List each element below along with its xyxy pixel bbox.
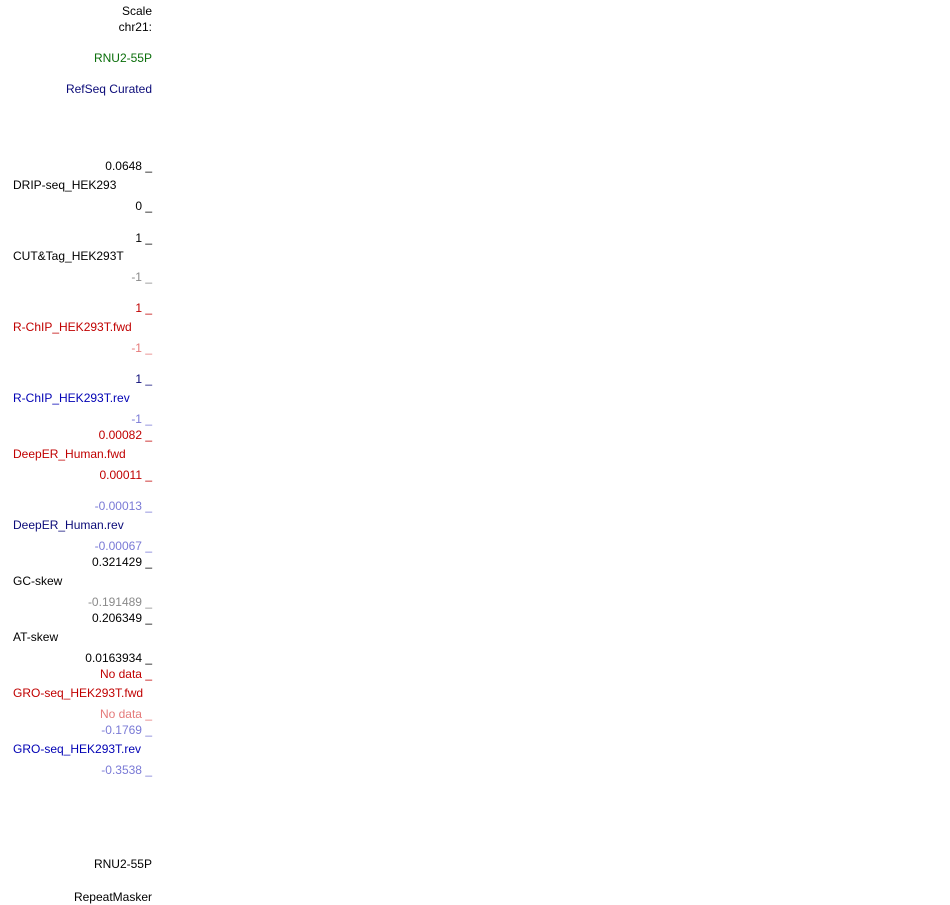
scale-min: -1 _ [131, 341, 152, 355]
track-name[interactable]: R-ChIP_HEK293T.rev [13, 391, 130, 405]
scale-min: 0.0163934 _ [85, 651, 152, 665]
track-name[interactable]: GRO-seq_HEK293T.fwd [13, 686, 144, 700]
track-name[interactable]: R-ChIP_HEK293T.fwd [13, 320, 132, 334]
scale-min: -0.3538 _ [101, 763, 152, 777]
scale-max: 1 _ [135, 231, 152, 245]
scale-max: No data _ [99, 667, 152, 681]
chrom-label: chr21: [118, 20, 152, 34]
scale-max: 1 _ [135, 372, 152, 386]
scale-min: -0.191489 _ [87, 595, 152, 609]
track-name[interactable]: DeepER_Human.rev [13, 518, 124, 532]
track-name[interactable]: AT-skew [13, 630, 59, 644]
track-name[interactable]: DeepER_Human.fwd [13, 447, 126, 461]
ruler-label: Scale [121, 4, 152, 18]
scale-max: 0.206349 _ [91, 611, 152, 625]
track-name[interactable]: RefSeq Curated [65, 82, 152, 96]
scale-min: 0.00011 _ [99, 468, 153, 482]
gene-label[interactable]: RNU2-55P [93, 857, 152, 871]
gene-label[interactable]: RNU2-55P [93, 51, 152, 65]
scale-max: 1 _ [135, 301, 152, 315]
track-name[interactable]: GC-skew [13, 574, 63, 588]
track-name[interactable]: CUT&Tag_HEK293T [13, 249, 124, 263]
scale-max: 0.00082 _ [98, 428, 152, 442]
scale-min: -0.00067 _ [94, 539, 152, 553]
track-name[interactable]: DRIP-seq_HEK293 [13, 178, 117, 192]
scale-max: 0.321429 _ [91, 555, 152, 569]
scale-min: 0 _ [135, 199, 152, 213]
scale-min: -1 _ [131, 412, 152, 426]
track-name[interactable]: GRO-seq_HEK293T.rev [13, 742, 142, 756]
scale-min: -1 _ [131, 270, 152, 284]
scale-max: 0.0648 _ [105, 159, 152, 173]
scale-max: -0.00013 _ [94, 499, 152, 513]
scale-max: -0.1769 _ [101, 723, 152, 737]
scale-min: No data _ [99, 707, 152, 721]
track-name[interactable]: RepeatMasker [73, 890, 152, 904]
